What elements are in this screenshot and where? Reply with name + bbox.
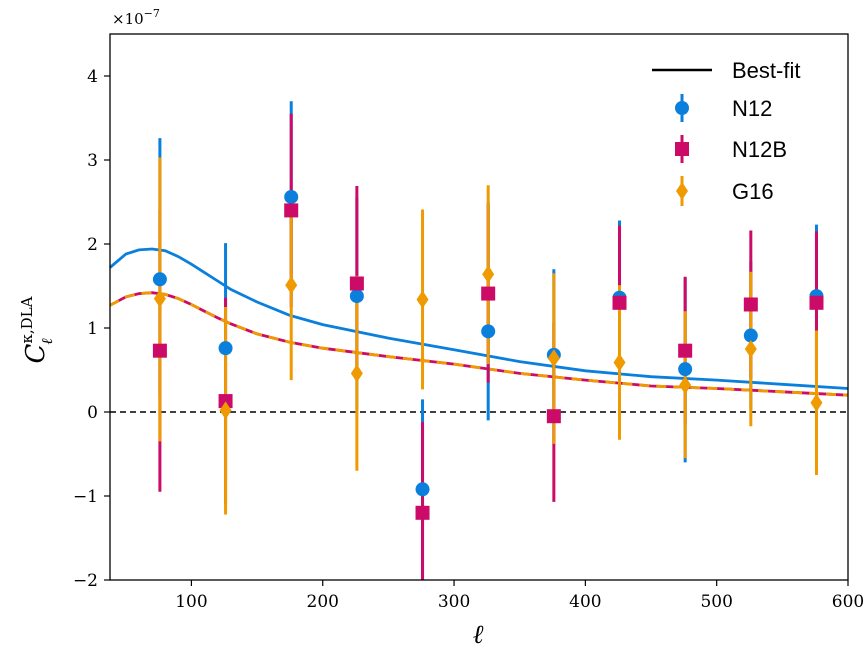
marker-g16 — [350, 364, 363, 383]
y-tick-label: 2 — [87, 235, 98, 255]
marker-n12b — [481, 286, 496, 301]
marker-n12 — [218, 341, 233, 356]
marker-g16 — [285, 276, 298, 295]
marker-g16 — [613, 353, 626, 372]
curve-g16 — [109, 291, 849, 397]
error-bars — [158, 101, 818, 580]
legend-g16-marker — [676, 182, 688, 200]
legend-entry-g16: G16 — [676, 176, 774, 206]
marker-n12b — [152, 343, 167, 358]
marker-n12 — [743, 328, 758, 343]
data-markers — [152, 189, 824, 520]
x-tick-label: 400 — [569, 592, 601, 612]
marker-g16 — [679, 376, 692, 395]
legend: Best-fit N12 N12B G16 — [652, 58, 800, 206]
legend-entry-best-fit: Best-fit — [652, 58, 800, 83]
marker-g16 — [482, 265, 495, 284]
legend-n12-marker — [675, 101, 689, 115]
marker-n12 — [678, 362, 693, 377]
marker-g16 — [153, 289, 166, 308]
legend-entry-n12b: N12B — [675, 135, 787, 163]
legend-label-n12b: N12B — [732, 137, 787, 162]
marker-n12b — [546, 409, 561, 424]
x-tick-label: 300 — [438, 592, 470, 612]
plot-frame — [109, 33, 849, 581]
y-tick-label: 1 — [87, 319, 98, 339]
best-fit-curves — [109, 247, 849, 397]
y-axis-title: Cκ,DLA ℓ — [18, 296, 56, 363]
marker-g16 — [810, 393, 823, 412]
y-axis-scale-label: ×10−7 — [112, 7, 160, 28]
curve-n12 — [109, 247, 849, 390]
marker-n12b — [743, 297, 758, 312]
y-tick-label: 3 — [87, 151, 98, 171]
marker-n12 — [415, 482, 430, 497]
marker-n12b — [415, 505, 430, 520]
y-tick-label: 0 — [87, 403, 98, 423]
marker-n12b — [678, 343, 693, 358]
marker-g16 — [744, 340, 757, 358]
legend-entry-n12: N12 — [675, 94, 772, 122]
marker-n12b — [284, 203, 299, 218]
y-tick-label: −1 — [73, 487, 98, 507]
marker-n12b — [218, 394, 233, 409]
marker-n12b — [612, 295, 627, 310]
legend-label-g16: G16 — [732, 179, 774, 204]
marker-n12 — [152, 272, 167, 287]
x-tick-label: 600 — [832, 592, 864, 612]
marker-g16 — [416, 290, 429, 309]
x-tick-label: 500 — [700, 592, 732, 612]
legend-label-best-fit: Best-fit — [732, 58, 800, 83]
y-tick-label: 4 — [87, 67, 98, 87]
marker-n12b — [349, 276, 364, 291]
marker-n12 — [481, 324, 496, 339]
marker-n12b — [809, 295, 824, 310]
x-tick-label: 100 — [175, 592, 207, 612]
marker-n12 — [284, 189, 299, 204]
x-tick-label: 200 — [307, 592, 339, 612]
x-axis-title: ℓ — [473, 620, 484, 650]
marker-g16 — [219, 401, 232, 420]
legend-label-n12: N12 — [732, 96, 772, 121]
marker-g16 — [547, 349, 560, 368]
legend-n12b-marker — [675, 142, 689, 156]
y-tick-label: −2 — [73, 571, 98, 591]
axis-ticks: 100 200 300 400 500 600 −2 −1 0 1 2 3 4 — [73, 67, 864, 612]
marker-n12 — [349, 289, 364, 304]
